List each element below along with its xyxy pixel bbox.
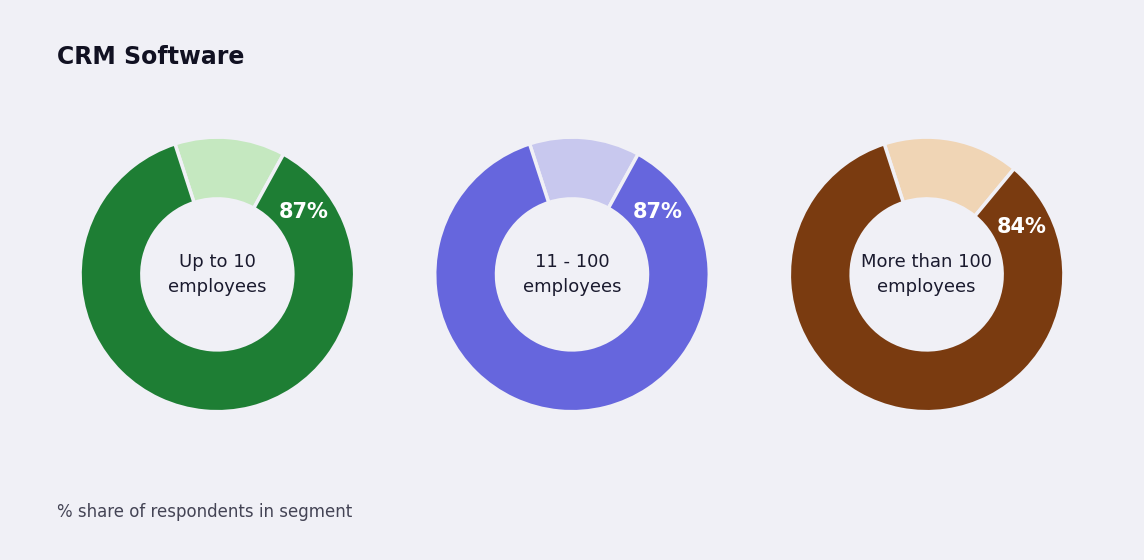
Wedge shape xyxy=(789,144,1064,412)
Text: 87%: 87% xyxy=(278,202,328,222)
Text: Up to 10
employees: Up to 10 employees xyxy=(168,253,267,296)
Text: 84%: 84% xyxy=(998,217,1047,237)
Wedge shape xyxy=(530,137,638,208)
Text: 11 - 100
employees: 11 - 100 employees xyxy=(523,253,621,296)
Wedge shape xyxy=(884,137,1014,216)
Text: More than 100
employees: More than 100 employees xyxy=(861,253,992,296)
Text: 87%: 87% xyxy=(633,202,683,222)
Wedge shape xyxy=(175,137,284,208)
Text: % share of respondents in segment: % share of respondents in segment xyxy=(57,503,352,521)
Text: CRM Software: CRM Software xyxy=(57,45,245,69)
Wedge shape xyxy=(80,144,355,412)
Wedge shape xyxy=(435,144,709,412)
